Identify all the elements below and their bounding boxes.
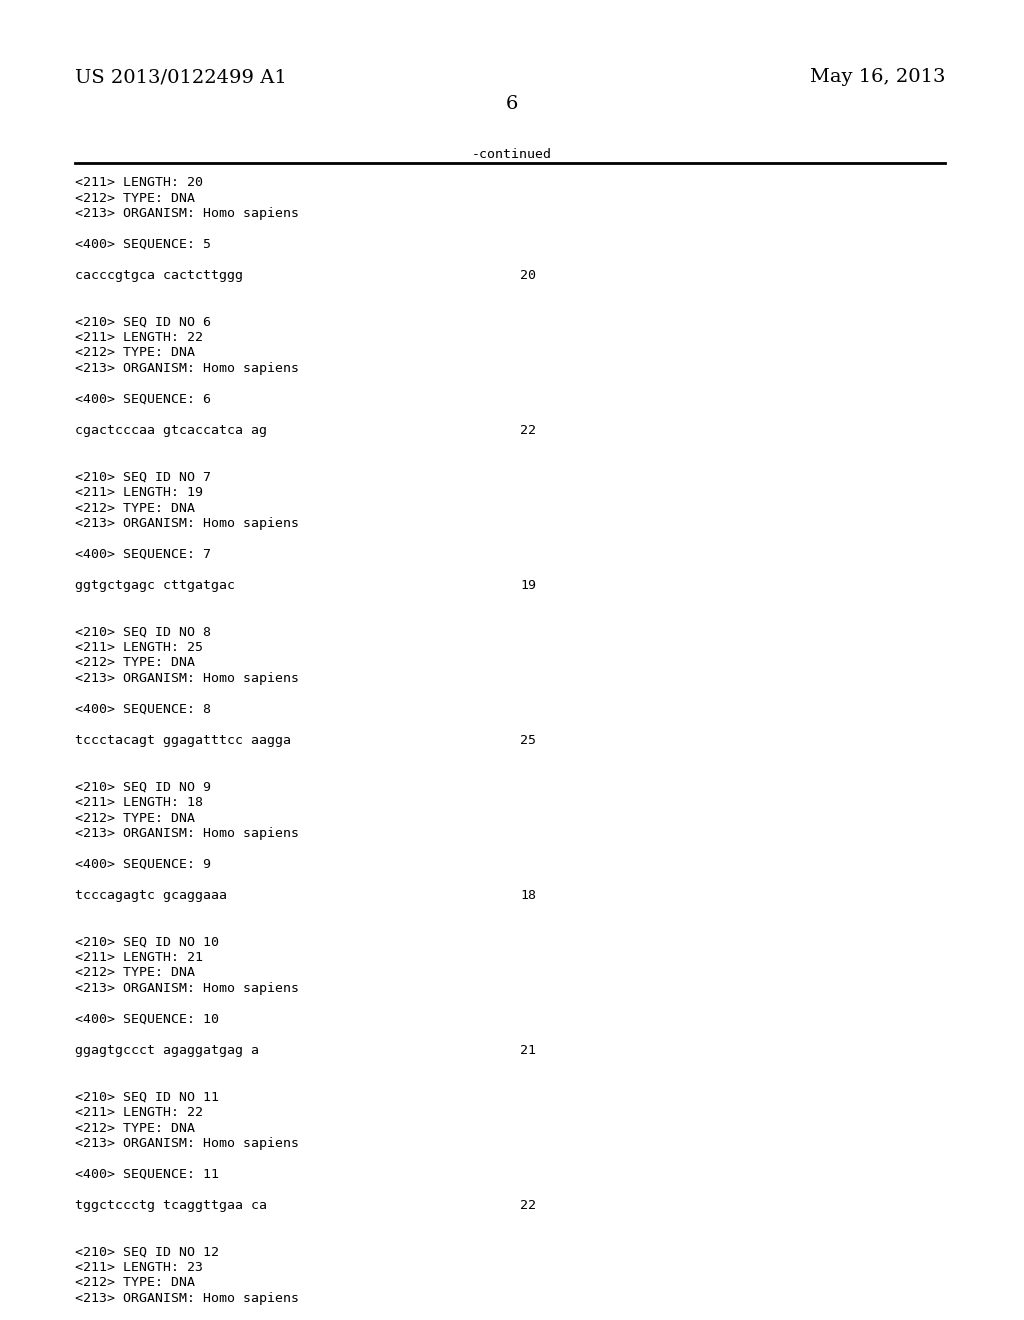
Text: <213> ORGANISM: Homo sapiens: <213> ORGANISM: Homo sapiens	[75, 207, 299, 220]
Text: 22: 22	[520, 1199, 536, 1212]
Text: cacccgtgca cactcttggg: cacccgtgca cactcttggg	[75, 269, 243, 282]
Text: <400> SEQUENCE: 11: <400> SEQUENCE: 11	[75, 1168, 219, 1181]
Text: tcccagagtc gcaggaaa: tcccagagtc gcaggaaa	[75, 888, 227, 902]
Text: <212> TYPE: DNA: <212> TYPE: DNA	[75, 966, 195, 979]
Text: <210> SEQ ID NO 12: <210> SEQ ID NO 12	[75, 1246, 219, 1258]
Text: <212> TYPE: DNA: <212> TYPE: DNA	[75, 1122, 195, 1134]
Text: tccctacagt ggagatttcc aagga: tccctacagt ggagatttcc aagga	[75, 734, 291, 747]
Text: <400> SEQUENCE: 10: <400> SEQUENCE: 10	[75, 1012, 219, 1026]
Text: <400> SEQUENCE: 7: <400> SEQUENCE: 7	[75, 548, 211, 561]
Text: 22: 22	[520, 424, 536, 437]
Text: -continued: -continued	[472, 148, 552, 161]
Text: <213> ORGANISM: Homo sapiens: <213> ORGANISM: Homo sapiens	[75, 517, 299, 531]
Text: <210> SEQ ID NO 7: <210> SEQ ID NO 7	[75, 470, 211, 483]
Text: US 2013/0122499 A1: US 2013/0122499 A1	[75, 69, 287, 86]
Text: <212> TYPE: DNA: <212> TYPE: DNA	[75, 502, 195, 515]
Text: <210> SEQ ID NO 6: <210> SEQ ID NO 6	[75, 315, 211, 329]
Text: <213> ORGANISM: Homo sapiens: <213> ORGANISM: Homo sapiens	[75, 362, 299, 375]
Text: <212> TYPE: DNA: <212> TYPE: DNA	[75, 1276, 195, 1290]
Text: <210> SEQ ID NO 8: <210> SEQ ID NO 8	[75, 626, 211, 639]
Text: <211> LENGTH: 22: <211> LENGTH: 22	[75, 1106, 203, 1119]
Text: May 16, 2013: May 16, 2013	[810, 69, 945, 86]
Text: 19: 19	[520, 579, 536, 591]
Text: ggagtgccct agaggatgag a: ggagtgccct agaggatgag a	[75, 1044, 259, 1057]
Text: 20: 20	[520, 269, 536, 282]
Text: <400> SEQUENCE: 6: <400> SEQUENCE: 6	[75, 393, 211, 407]
Text: <211> LENGTH: 25: <211> LENGTH: 25	[75, 642, 203, 653]
Text: <400> SEQUENCE: 5: <400> SEQUENCE: 5	[75, 238, 211, 251]
Text: ggtgctgagc cttgatgac: ggtgctgagc cttgatgac	[75, 579, 234, 591]
Text: <213> ORGANISM: Homo sapiens: <213> ORGANISM: Homo sapiens	[75, 1292, 299, 1305]
Text: <212> TYPE: DNA: <212> TYPE: DNA	[75, 191, 195, 205]
Text: 21: 21	[520, 1044, 536, 1057]
Text: <211> LENGTH: 22: <211> LENGTH: 22	[75, 331, 203, 345]
Text: 6: 6	[506, 95, 518, 114]
Text: <211> LENGTH: 19: <211> LENGTH: 19	[75, 486, 203, 499]
Text: <210> SEQ ID NO 11: <210> SEQ ID NO 11	[75, 1090, 219, 1104]
Text: <211> LENGTH: 18: <211> LENGTH: 18	[75, 796, 203, 809]
Text: <210> SEQ ID NO 10: <210> SEQ ID NO 10	[75, 936, 219, 949]
Text: <212> TYPE: DNA: <212> TYPE: DNA	[75, 656, 195, 669]
Text: <212> TYPE: DNA: <212> TYPE: DNA	[75, 346, 195, 359]
Text: <211> LENGTH: 21: <211> LENGTH: 21	[75, 950, 203, 964]
Text: 25: 25	[520, 734, 536, 747]
Text: cgactcccaa gtcaccatca ag: cgactcccaa gtcaccatca ag	[75, 424, 267, 437]
Text: tggctccctg tcaggttgaa ca: tggctccctg tcaggttgaa ca	[75, 1199, 267, 1212]
Text: <212> TYPE: DNA: <212> TYPE: DNA	[75, 812, 195, 825]
Text: <213> ORGANISM: Homo sapiens: <213> ORGANISM: Homo sapiens	[75, 1137, 299, 1150]
Text: <211> LENGTH: 20: <211> LENGTH: 20	[75, 176, 203, 189]
Text: <400> SEQUENCE: 9: <400> SEQUENCE: 9	[75, 858, 211, 871]
Text: 18: 18	[520, 888, 536, 902]
Text: <400> SEQUENCE: 8: <400> SEQUENCE: 8	[75, 704, 211, 715]
Text: <210> SEQ ID NO 9: <210> SEQ ID NO 9	[75, 780, 211, 793]
Text: <213> ORGANISM: Homo sapiens: <213> ORGANISM: Homo sapiens	[75, 672, 299, 685]
Text: <211> LENGTH: 23: <211> LENGTH: 23	[75, 1261, 203, 1274]
Text: <213> ORGANISM: Homo sapiens: <213> ORGANISM: Homo sapiens	[75, 982, 299, 995]
Text: <213> ORGANISM: Homo sapiens: <213> ORGANISM: Homo sapiens	[75, 828, 299, 840]
